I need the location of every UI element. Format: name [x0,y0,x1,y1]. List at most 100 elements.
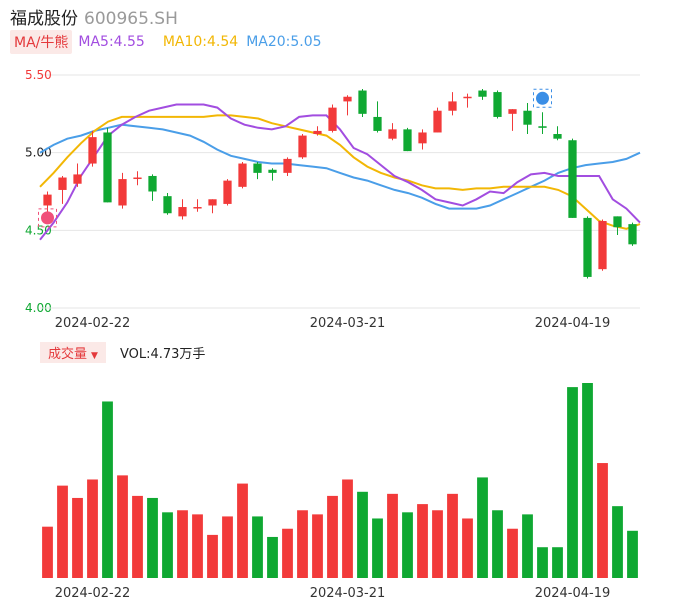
candlestick [223,180,232,204]
candlestick [208,199,217,206]
candlestick [628,224,637,245]
candlestick [583,217,592,277]
candlestick [478,90,487,97]
volume-bar [132,495,143,578]
volume-bar [507,528,518,578]
volume-bar [462,518,473,578]
volume-bar [477,477,488,578]
candlestick [268,169,277,173]
ma20-line [39,123,641,210]
chart-header: 福成股份 600965.SH [10,4,178,29]
stock-name: 福成股份 [10,9,78,29]
candlestick [463,96,472,99]
candlestick [298,135,307,158]
volume-bar [552,547,563,578]
stock-code: 600965.SH [84,9,178,29]
candlestick [133,177,142,180]
volume-value: VOL:4.73万手 [119,346,206,362]
volume-bar [387,493,398,578]
volume-bar [117,475,128,578]
volume-bar [597,463,608,578]
ma20-value: MA20:5.05 [246,34,322,50]
candlestick [118,179,127,206]
bear-icon-badge [536,91,549,105]
volume-bar [162,512,173,578]
volume-bar [447,493,458,578]
volume-bar [567,387,578,578]
candlestick [88,137,97,164]
candlestick [508,109,517,114]
volume-bar [237,483,248,578]
volume-bar [417,504,428,578]
candlestick [553,134,562,139]
caret-down-icon: ▼ [91,350,98,361]
volume-label: 成交量 [48,346,88,362]
volume-bar [267,536,278,578]
candlestick [283,158,292,173]
candlestick [418,132,427,144]
price-axis-date-label: 2024-02-22 [55,316,131,331]
ma5-line [39,103,641,241]
volume-legend: 成交量 ▼ VOL:4.73万手 [40,341,206,363]
volume-bar [432,510,443,578]
volume-bar [582,383,593,578]
bull-icon-badge [41,211,54,225]
volume-bar [627,530,638,578]
candlestick [103,132,112,203]
candlestick [58,177,67,190]
volume-axis-date-label: 2024-02-22 [55,586,131,601]
candlestick [313,130,322,135]
volume-bar [522,514,533,578]
volume-bar [537,547,548,578]
volume-bar [42,526,53,578]
candlestick [193,207,202,209]
volume-bar [177,510,188,578]
volume-bar [57,485,68,578]
volume-bar [612,506,623,578]
candlestick [448,101,457,111]
volume-bar [297,510,308,578]
volume-axis-date-label: 2024-04-19 [535,586,611,601]
candlestick [343,96,352,102]
candlestick [358,90,367,114]
candlestick [493,92,502,117]
volume-bar [252,516,263,578]
candlestick [613,216,622,228]
bear-icon [533,88,552,108]
bull-icon [38,208,57,228]
candlestick [238,163,247,187]
bear-icon-frame [533,88,552,108]
volume-bar [72,497,83,578]
volume-bar [402,512,413,578]
volume-bar [357,491,368,578]
price-axis-date-label: 2024-03-21 [310,316,386,331]
volume-bar [327,495,338,578]
volume-indicator-selector[interactable]: 成交量 ▼ [40,341,106,363]
candlestick [403,129,412,152]
candlestick [43,194,52,206]
candlestick [163,196,172,214]
candlestick [568,140,577,218]
price-tick-label: 4.00 [25,301,52,315]
ma-indicator-selector[interactable]: MA/牛熊 [10,30,73,54]
price-tick-label: 5.50 [25,68,52,82]
volume-bar [342,479,353,578]
volume-bar [492,510,503,578]
volume-bar [192,514,203,578]
volume-bar [372,518,383,578]
ma10-line [39,114,641,230]
volume-axis-date-label: 2024-03-21 [310,586,386,601]
candlestick [433,110,442,133]
price-axis-date-label: 2024-04-19 [535,316,611,331]
candlestick [148,175,157,192]
volume-bar [102,401,113,578]
volume-bar [87,479,98,578]
volume-bar [222,516,233,578]
candlestick [328,107,337,131]
volume-bar [282,528,293,578]
ma10-value: MA10:4.54 [162,34,239,50]
candlestick [373,116,382,131]
candlestick [178,207,187,217]
candlestick [388,129,397,139]
